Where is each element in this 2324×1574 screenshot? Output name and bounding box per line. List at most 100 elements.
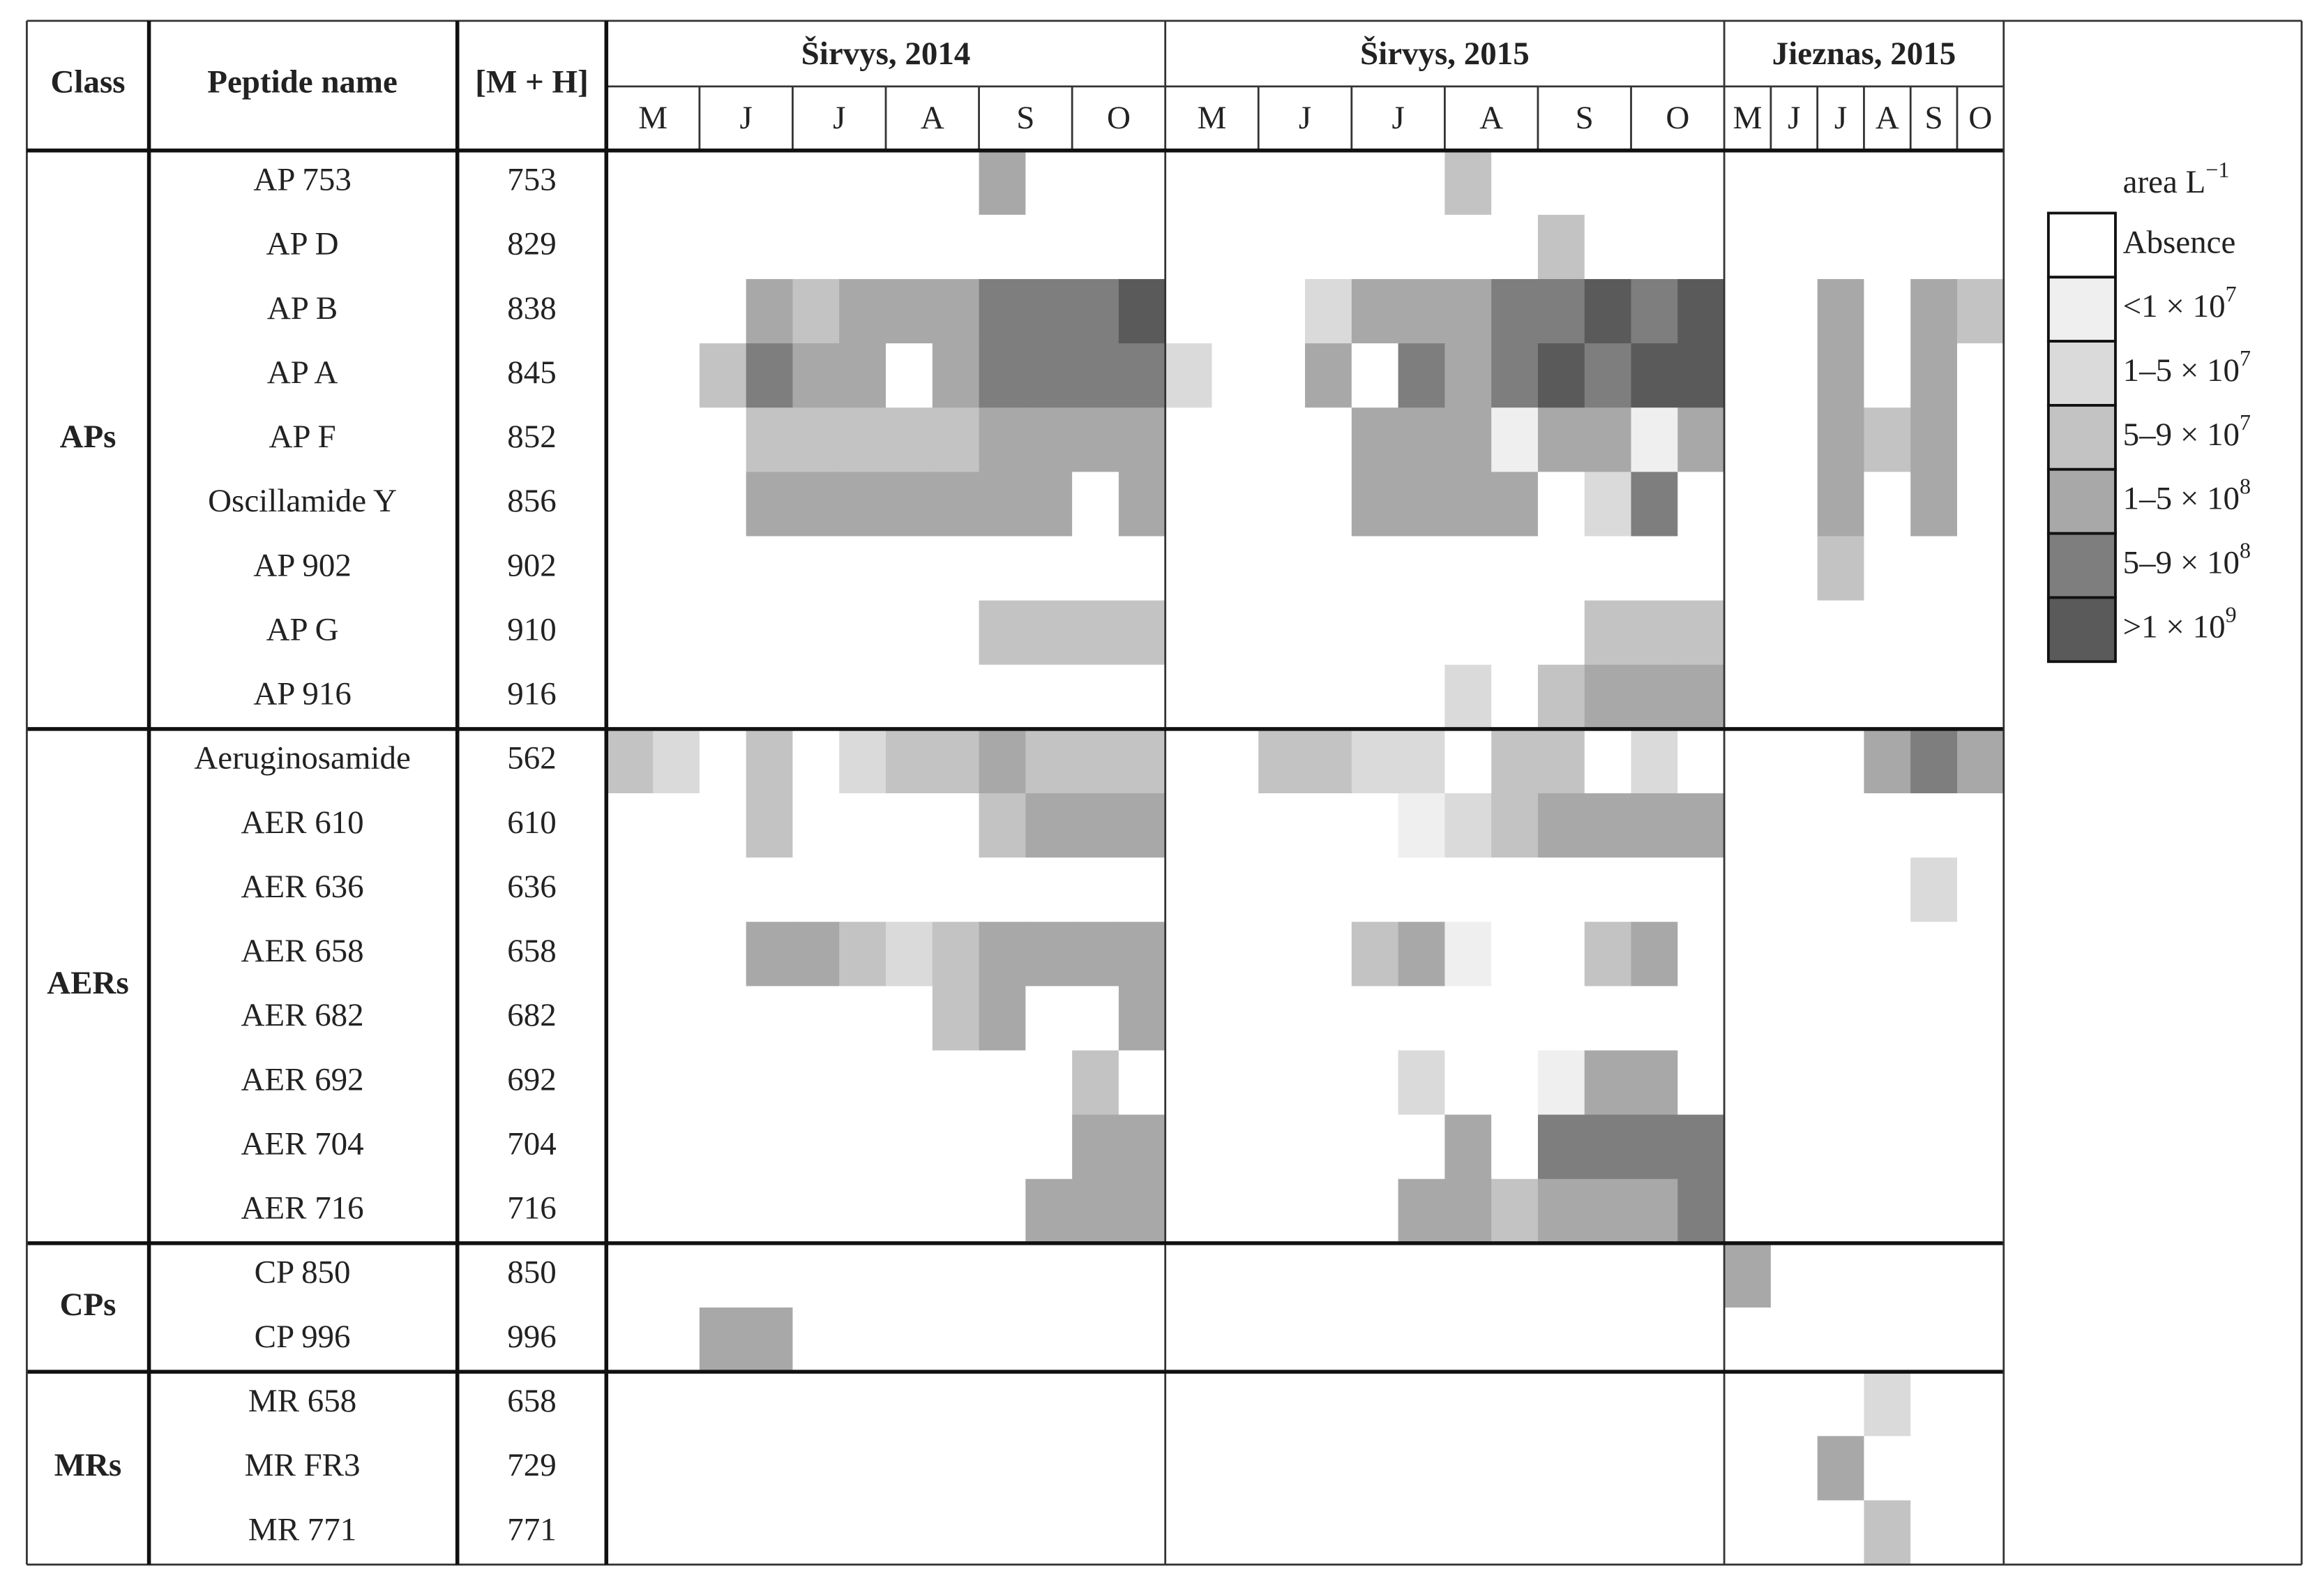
heat-cell (1864, 857, 1912, 923)
heat-cell (1584, 1372, 1632, 1437)
heat-cell (1817, 1050, 1865, 1116)
month-label: M (1198, 100, 1227, 136)
heat-cell (1212, 728, 1260, 794)
heat-cell (1864, 278, 1912, 344)
heat-cell (699, 1436, 747, 1501)
legend-label-sup: 8 (2240, 538, 2251, 563)
heat-cell (1956, 407, 2005, 473)
heat-cell (1258, 1178, 1306, 1244)
heat-cell (1910, 1178, 1958, 1244)
heat-cell (1724, 150, 1772, 216)
heat-cell (1118, 1243, 1166, 1308)
heat-cell (1025, 664, 1073, 730)
heat-cell (1677, 150, 1725, 216)
peptide-mass: 838 (507, 290, 556, 327)
heat-cell (979, 150, 1027, 216)
heat-cell (792, 728, 840, 794)
heat-cell (839, 536, 886, 601)
heat-cell (1677, 922, 1725, 987)
heat-cell (1677, 664, 1725, 730)
heat-cell (839, 1178, 886, 1244)
heat-cell (1072, 343, 1119, 409)
heat-cell (1258, 986, 1306, 1051)
heat-cell (1212, 857, 1260, 923)
legend-title: area L−1 (2123, 157, 2230, 200)
heat-cell (1584, 536, 1632, 601)
heat-cell (1491, 857, 1539, 923)
heat-cell (1025, 472, 1073, 537)
heat-cell (606, 1307, 654, 1373)
heat-cell (1864, 1500, 1912, 1566)
heat-cell (1491, 1114, 1539, 1180)
heat-cell (1910, 1307, 1958, 1373)
heat-cell (1072, 150, 1119, 216)
heat-cell (699, 986, 747, 1051)
heat-cell (1770, 407, 1818, 473)
peptide-name: AER 716 (241, 1190, 364, 1227)
heat-cell (1212, 407, 1260, 473)
heat-cell (1956, 1050, 2005, 1116)
heat-cell (1770, 793, 1818, 858)
heat-cell (1398, 407, 1446, 473)
heat-cell (1491, 1243, 1539, 1308)
heat-cell (1491, 536, 1539, 601)
heat-cell (1072, 1307, 1119, 1373)
peptide-name: AER 692 (241, 1061, 364, 1097)
heat-cell (1025, 857, 1073, 923)
heat-cell (1444, 857, 1493, 923)
heat-cell (1537, 1372, 1585, 1437)
heat-cell (1770, 343, 1818, 409)
heat-cell (1584, 922, 1632, 987)
heat-cell (1956, 728, 2005, 794)
heat-cell (1212, 150, 1260, 216)
heat-cell (886, 1243, 933, 1308)
heat-cell (1025, 1500, 1073, 1566)
heat-cell (1258, 922, 1306, 987)
heat-cell (886, 536, 933, 601)
legend-label-text: >1 × 10 (2123, 608, 2226, 645)
heat-cell (1351, 857, 1399, 923)
heat-cell (1398, 278, 1446, 344)
heat-cell (1537, 664, 1585, 730)
heat-cell (792, 1243, 840, 1308)
heat-cell (746, 1243, 794, 1308)
heat-cell (1118, 343, 1166, 409)
heat-cell (606, 150, 654, 216)
heat-cell (1770, 922, 1818, 987)
heat-cell (1118, 536, 1166, 601)
heat-cell (699, 922, 747, 987)
heat-cell (1025, 214, 1073, 280)
heat-cell (839, 986, 886, 1051)
heat-cell (886, 922, 933, 987)
heat-cell (839, 664, 886, 730)
heat-cell (1817, 728, 1865, 794)
heat-cell (886, 728, 933, 794)
heat-cell (1724, 472, 1772, 537)
heat-cell (1398, 857, 1446, 923)
heat-cell (886, 1436, 933, 1501)
heat-cell (1956, 150, 2005, 216)
heat-cell (1258, 536, 1306, 601)
month-label: J (1788, 100, 1800, 136)
heat-cell (1212, 214, 1260, 280)
heat-cell (1212, 1500, 1260, 1566)
heat-cell (653, 728, 700, 794)
heat-cell (606, 857, 654, 923)
heat-cell (1165, 1372, 1213, 1437)
heat-cell (1072, 407, 1119, 473)
heat-cell (1118, 150, 1166, 216)
legend-swatch (2046, 276, 2117, 343)
heat-cell (746, 1372, 794, 1437)
heat-cell (1631, 1243, 1679, 1308)
heat-cell (1351, 343, 1399, 409)
heat-cell (932, 793, 980, 858)
heat-cell (1864, 600, 1912, 666)
heat-cell (1817, 664, 1865, 730)
heat-cell (1770, 1050, 1818, 1116)
heat-cell (1212, 278, 1260, 344)
heat-cell (1258, 1436, 1306, 1501)
heat-cell (1677, 536, 1725, 601)
heat-cell (1491, 278, 1539, 344)
heat-cell (1025, 278, 1073, 344)
heat-cell (606, 1436, 654, 1501)
